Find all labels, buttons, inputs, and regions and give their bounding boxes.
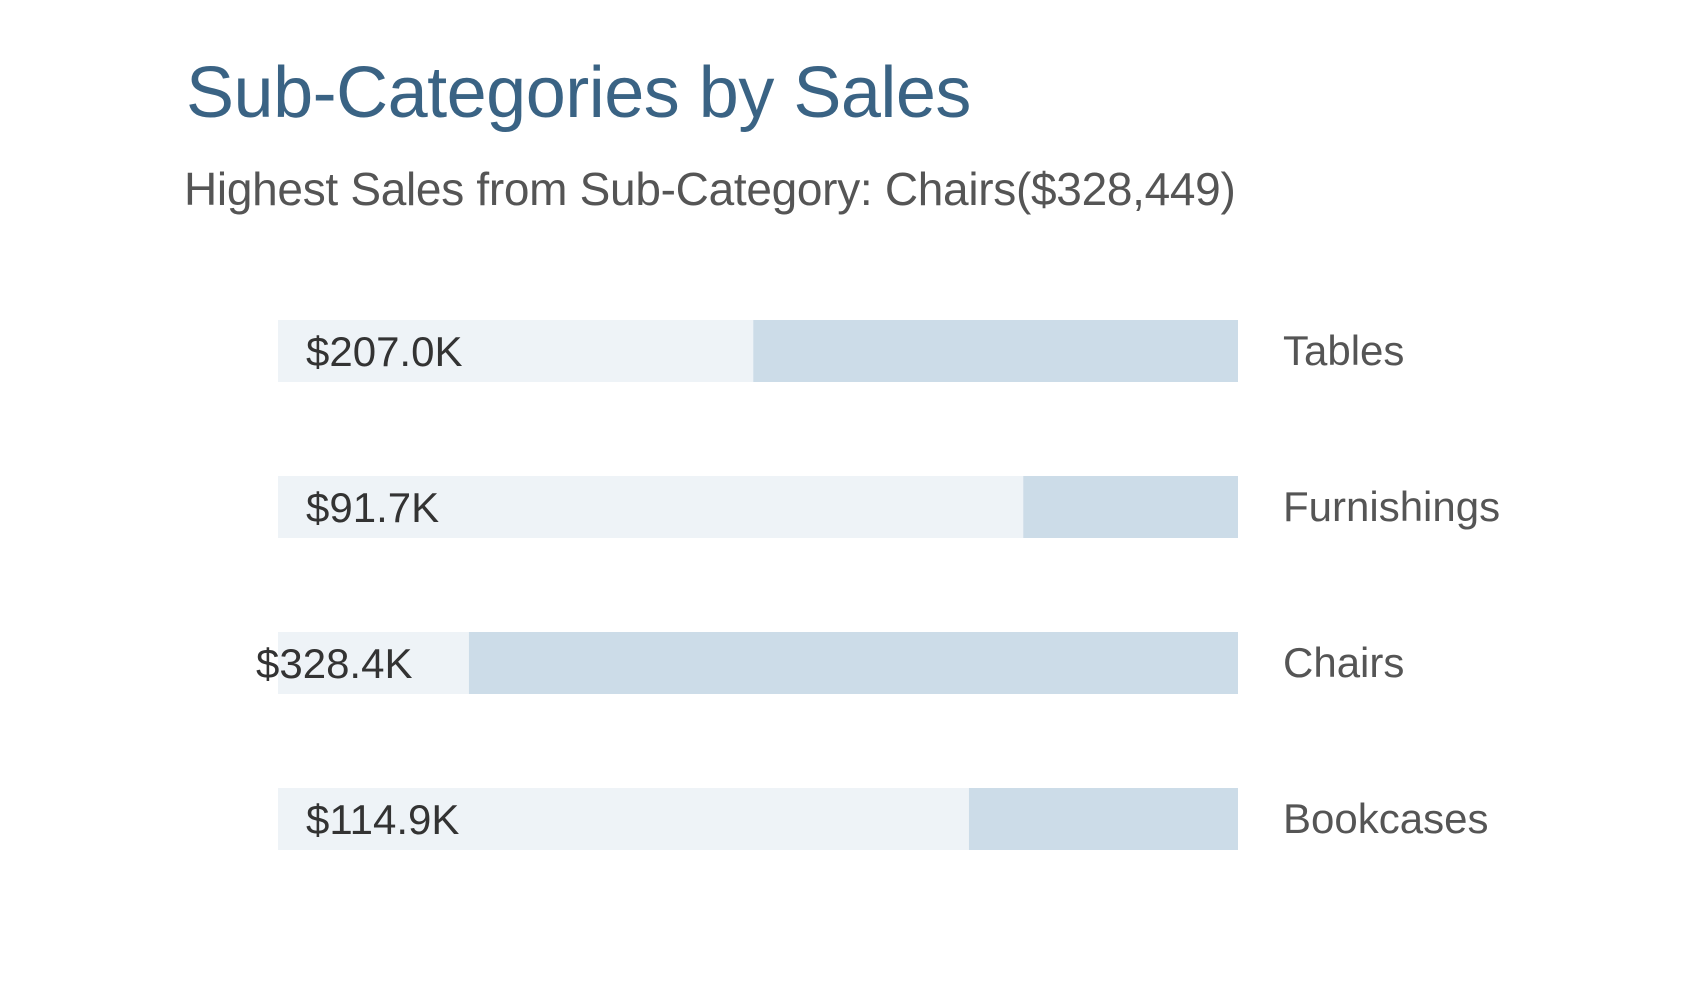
bar-value-label: $114.9K [306, 796, 459, 843]
bar [1023, 476, 1238, 538]
category-label: Furnishings [1283, 483, 1500, 530]
bar-row: $328.4K Chairs [256, 632, 1404, 694]
bar-value-label: $91.7K [306, 484, 439, 531]
chart-subtitle: Highest Sales from Sub-Category: Chairs(… [184, 163, 1236, 215]
category-label: Chairs [1283, 639, 1404, 686]
bar-row: $91.7K Furnishings [278, 476, 1500, 538]
bar-row: $207.0K Tables [278, 320, 1404, 382]
bar-value-label: $328.4K [256, 640, 412, 687]
chart-title: Sub-Categories by Sales [186, 53, 971, 133]
bar-row: $114.9K Bookcases [278, 788, 1488, 850]
bar [968, 788, 1238, 850]
bar [468, 632, 1238, 694]
bar [753, 320, 1238, 382]
category-label: Tables [1283, 327, 1404, 374]
bar-value-label: $207.0K [306, 328, 462, 375]
category-label: Bookcases [1283, 795, 1488, 842]
